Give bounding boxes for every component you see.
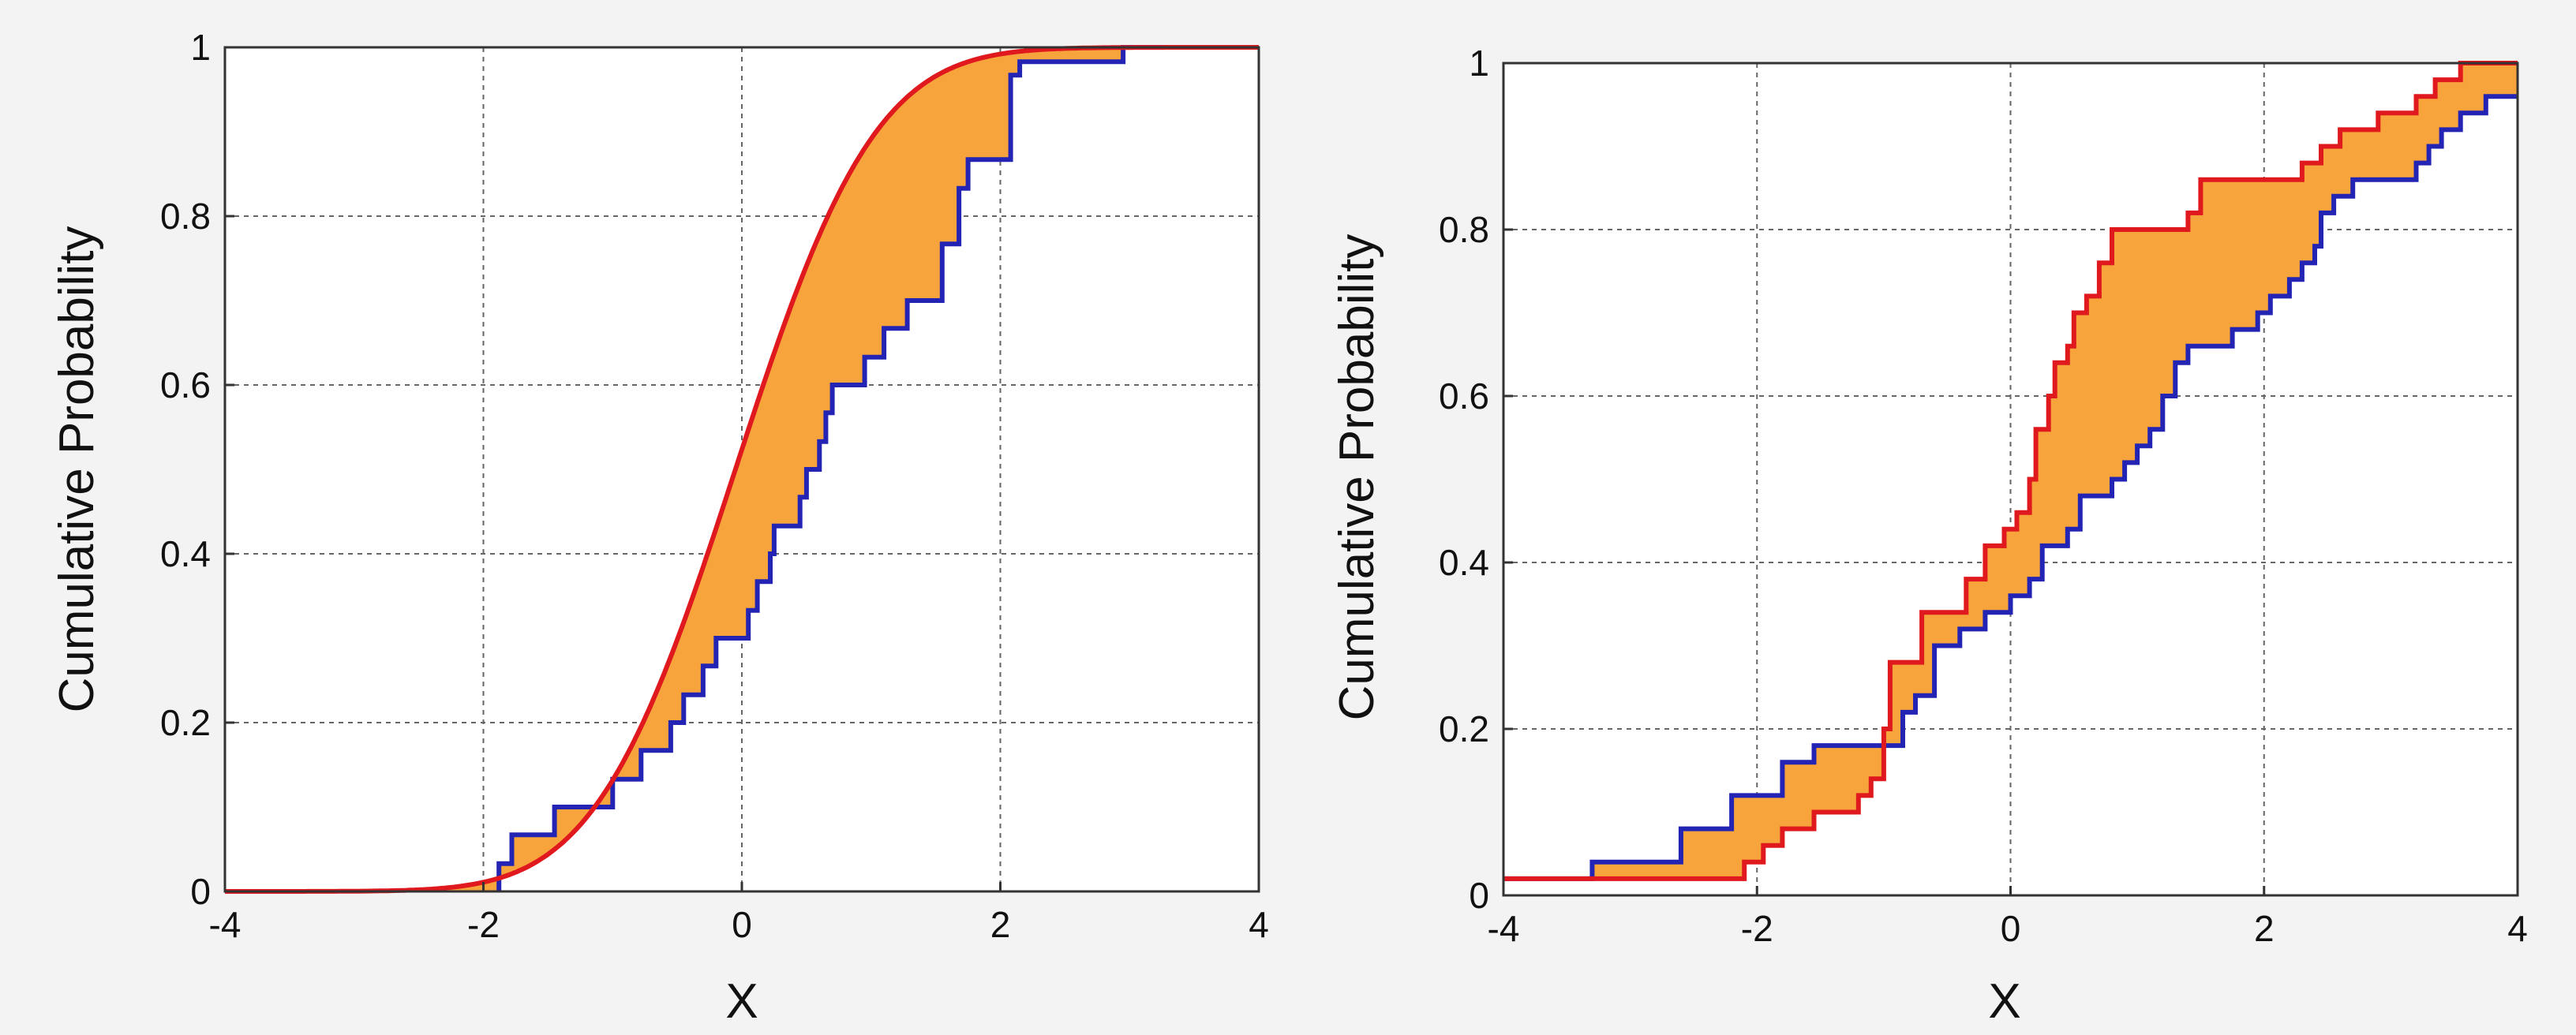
y-tick-label: 1 — [190, 27, 211, 68]
y-ticks-left: 0 0.2 0.4 0.6 0.8 1 — [160, 27, 234, 912]
x-axis-label-right: X — [1988, 974, 2020, 1029]
x-tick-label: -4 — [209, 904, 242, 945]
y-tick-label: 0.4 — [1439, 542, 1489, 583]
x-tick-label: -2 — [467, 904, 500, 945]
y-tick-label: 0.4 — [160, 533, 211, 574]
y-tick-label: 0.6 — [160, 364, 211, 405]
x-tick-label: 0 — [2001, 908, 2021, 949]
x-tick-label: -2 — [1741, 908, 1773, 949]
series-line-blue — [496, 45, 1259, 891]
chart-right: 0 0.2 0.4 0.6 0.8 1 -4 -2 0 2 4 X Cumulative Prob… — [1330, 43, 2528, 1029]
x-axis-label-left: X — [725, 974, 758, 1029]
grid-right — [1503, 63, 2518, 895]
y-tick-label: 0.2 — [160, 702, 211, 743]
y-tick-label: 1 — [1469, 43, 1489, 84]
y-tick-label: 0.2 — [1439, 708, 1489, 749]
x-ticks-right: -4 -2 0 2 4 — [1488, 886, 2528, 949]
shaded-band-right — [1503, 63, 2518, 879]
x-tick-label: -4 — [1488, 908, 1520, 949]
x-tick-label: 2 — [990, 904, 1011, 945]
y-tick-label: 0.6 — [1439, 376, 1489, 417]
series-line-blue — [1503, 94, 2518, 881]
x-tick-label: 0 — [732, 904, 752, 945]
x-tick-label: 2 — [2254, 908, 2275, 949]
y-axis-label-right: Cumulative Probability — [1330, 234, 1384, 721]
y-tick-label: 0 — [190, 871, 211, 912]
y-tick-label: 0.8 — [1439, 209, 1489, 250]
y-tick-label: 0.8 — [160, 196, 211, 237]
grid-left — [225, 47, 1259, 891]
series-line-red — [1503, 61, 2518, 881]
shaded-band-left — [225, 47, 1259, 891]
x-tick-label: 4 — [2507, 908, 2528, 949]
y-ticks-right: 0 0.2 0.4 0.6 0.8 1 — [1439, 43, 1513, 916]
x-ticks-left: -4 -2 0 2 4 — [209, 882, 1269, 945]
series-right — [1503, 61, 2518, 881]
y-axis-label-left: Cumulative Probability — [50, 226, 104, 713]
x-tick-label: 4 — [1249, 904, 1269, 945]
y-tick-label: 0 — [1469, 875, 1489, 916]
chart-left: 0 0.2 0.4 0.6 0.8 1 -4 -2 0 2 4 X Cumulative Prob… — [50, 27, 1269, 1029]
